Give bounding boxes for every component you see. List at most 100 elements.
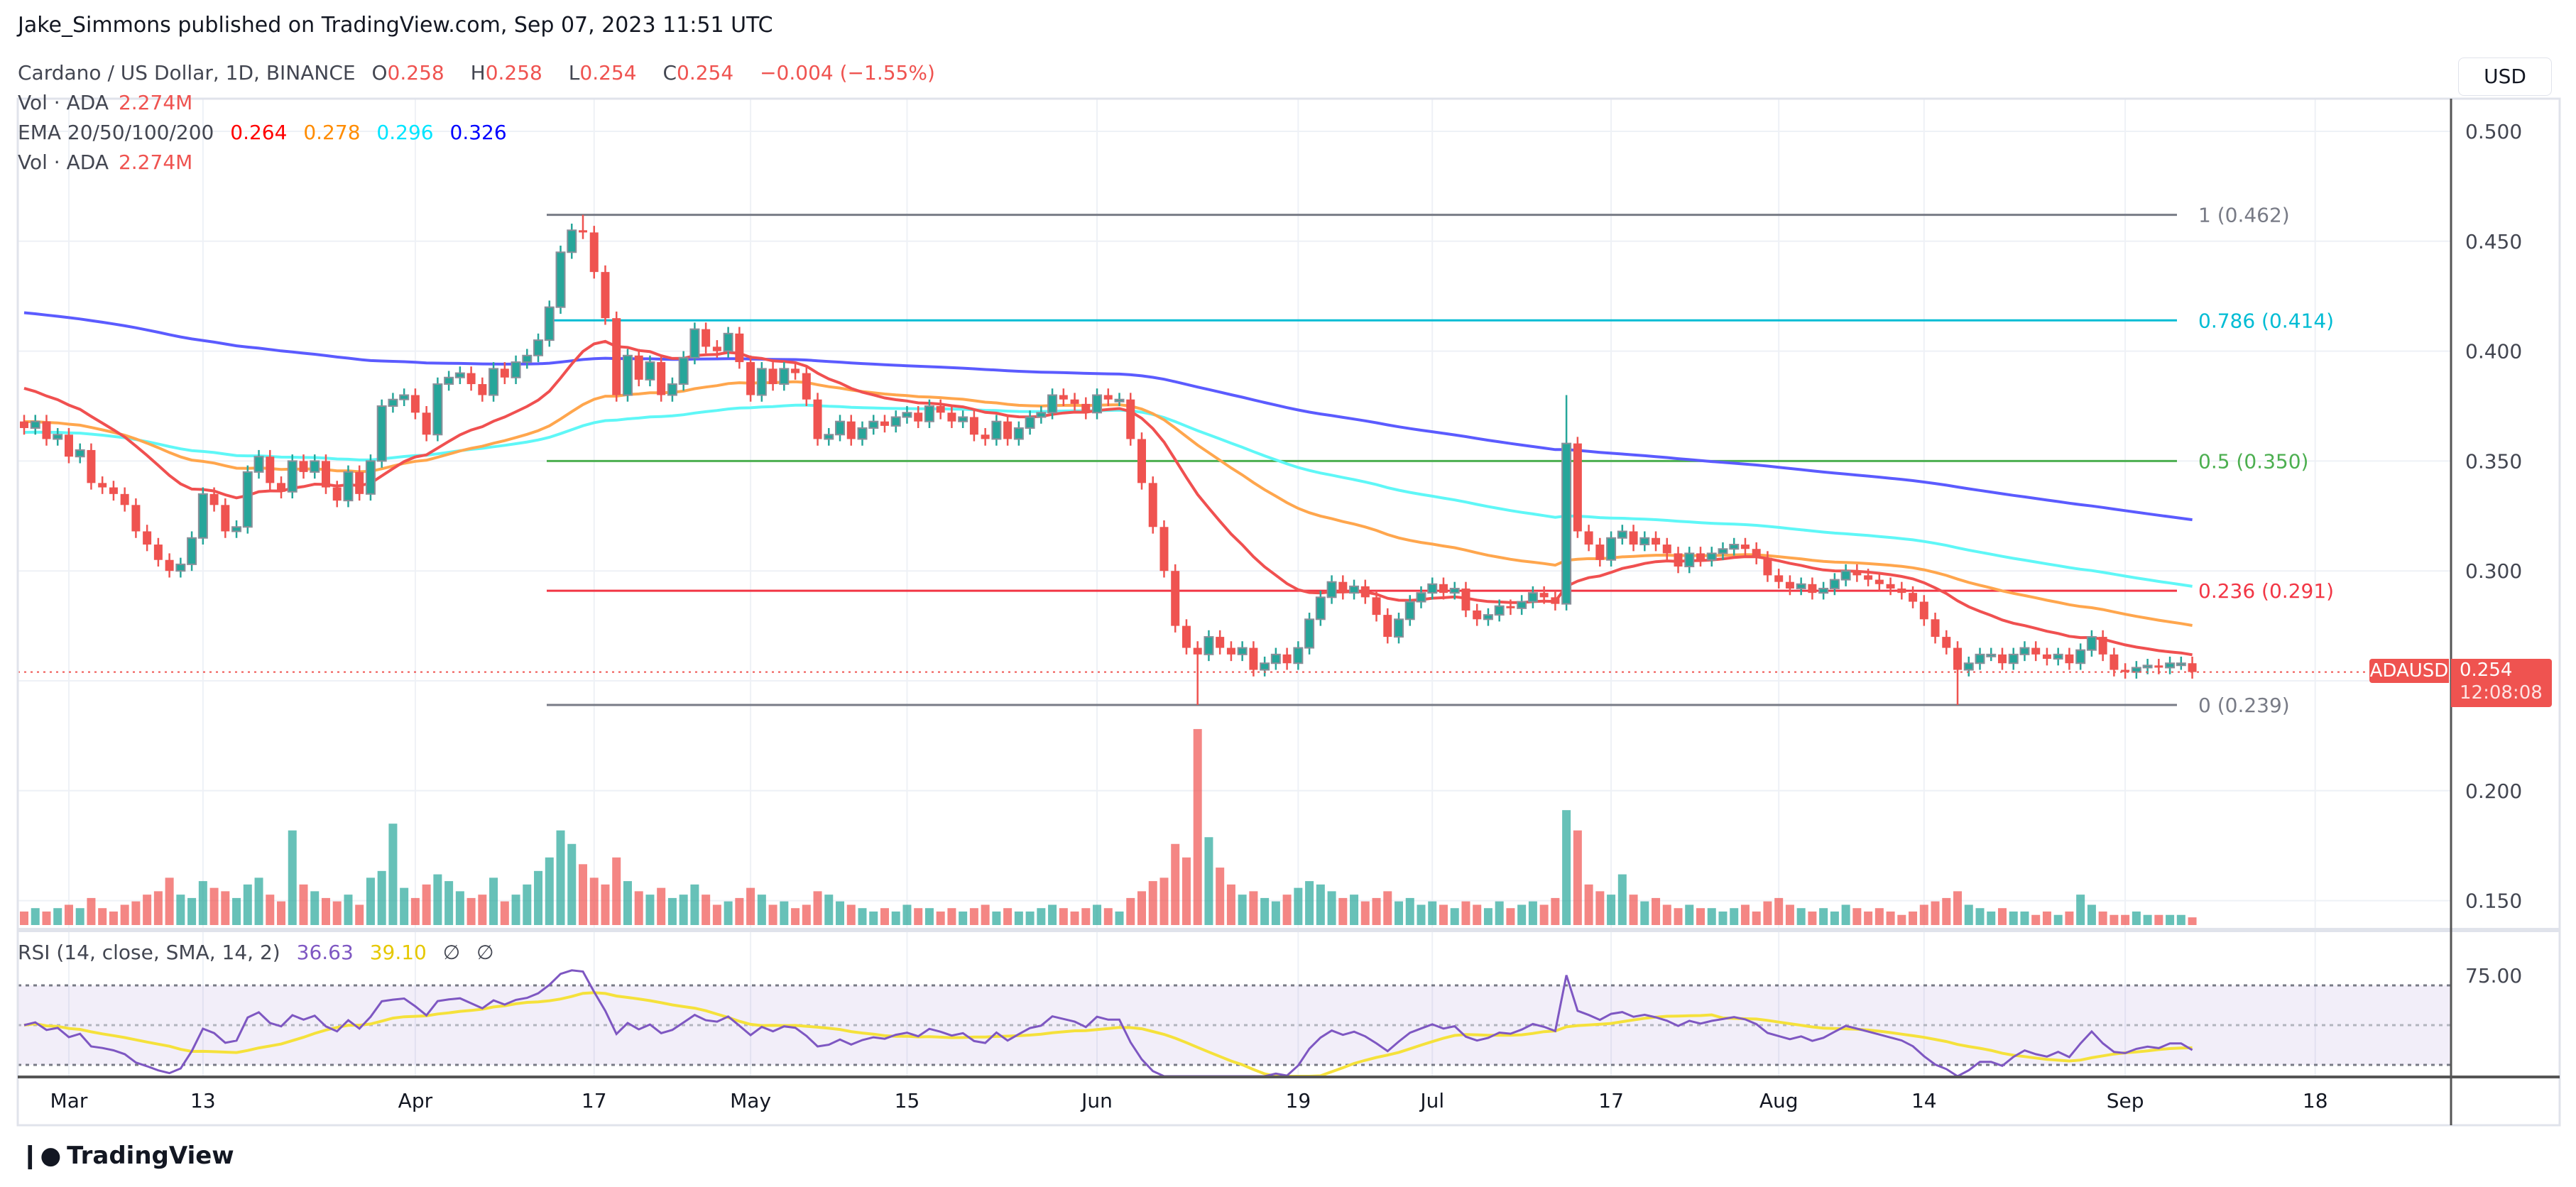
volume-bar [2132,911,2141,925]
volume-bar [64,904,73,925]
candle-body [165,559,174,571]
volume-legend: Vol · ADA 2.274M [18,91,202,114]
candle-body [1551,597,1560,604]
volume-bar [1718,911,1728,925]
candle-body [1494,605,1505,616]
candle-body [1103,395,1113,400]
volume-bar [455,891,464,925]
candle-body [422,412,431,435]
volume-bar [176,895,185,925]
volume-bar [1607,895,1616,925]
volume-bars [20,728,2197,925]
currency-button[interactable]: USD [2458,58,2552,96]
price-axis-label: 0.400 [2465,340,2522,363]
volume-bar [2065,911,2074,925]
candle-body [75,449,85,458]
volume-bar [53,908,62,925]
candle-body [902,412,912,418]
candle-body [735,333,744,363]
volume-bar [1730,908,1739,925]
candle-body [589,232,599,273]
volume-bar [120,904,129,925]
fibonacci-retracement[interactable]: 1 (0.462) 0.786 (0.414) 0.5 (0.350) 0.236 (… [547,204,2334,717]
candle-body [1539,593,1549,598]
time-axis-label: 19 [1286,1089,1311,1112]
candle-body [1137,439,1146,483]
candle-body [1483,614,1493,620]
candle-body [1249,647,1258,670]
candle-body [958,416,968,422]
candle-body [2098,637,2107,655]
volume-bar [2076,895,2085,925]
volume-bar [466,897,476,925]
volume-bar [924,908,934,925]
candle-body [890,416,901,427]
candle-body [622,354,633,396]
candle-body [64,434,73,457]
volume-bar [1495,901,1504,925]
candle-body [1216,637,1225,648]
volume-bar [992,911,1001,925]
candle-body [1617,530,1627,539]
time-axis-label: Apr [398,1089,433,1112]
candle-body [1394,618,1404,638]
candle-body [376,405,387,462]
symbol-name[interactable]: Cardano / US Dollar, 1D, BINANCE [18,61,356,84]
volume-bar [902,904,912,925]
candle-body [489,368,499,396]
volume-bar [266,895,275,925]
candle-body [1696,553,1705,560]
candle-body [1796,583,1806,589]
volume-bar [1551,897,1560,925]
volume-label-2[interactable]: Vol · ADA [18,151,109,174]
open-value: 0.258 [387,61,444,84]
rsi-line [23,969,2193,1078]
candle-body [791,368,800,373]
volume-bar [355,904,364,925]
candle-body [813,399,822,439]
volume-bar [511,895,520,925]
time-axis-label: 14 [1911,1089,1937,1112]
price-axis-label: 0.200 [2465,780,2522,803]
candle-body [1909,593,1918,602]
candle-body [87,449,96,483]
candle-body [1226,647,1235,655]
time-axis-label: Aug [1759,1089,1799,1112]
volume-bar [2042,911,2051,925]
volume-bar [1942,897,1951,925]
volume-bar [1852,908,1862,925]
candle-body [1785,581,1794,589]
candle-body [1606,537,1617,561]
volume-bar [824,895,834,925]
volume-bar [2031,914,2041,925]
candle-body [2031,647,2041,655]
volume-bar [802,904,811,925]
volume-bar [1025,911,1035,925]
candle-body [880,421,889,426]
volume-bar [1808,911,1817,925]
volume-bar [153,891,163,925]
rsi-label[interactable]: RSI (14, close, SMA, 14, 2) [18,941,280,964]
candle-body [2131,667,2141,673]
volume-bar [1573,830,1582,925]
tradingview-footer[interactable]: ❙● TradingView [20,1142,234,1170]
rsi-band-fill [18,985,2451,1065]
candle-body [343,471,354,502]
volume-bar [1819,908,1828,925]
ema50-value: 0.278 [303,121,361,144]
candle-body [1674,553,1683,567]
candle-body [1963,662,1974,671]
volume-bar [1517,904,1527,925]
ema-label[interactable]: EMA 20/50/100/200 [18,121,214,144]
candle-body [1718,548,1728,554]
volume-bar [377,870,386,925]
volume-label[interactable]: Vol · ADA [18,91,109,114]
volume-bar [1159,877,1169,925]
volume-bar [1919,904,1928,925]
candle-body [500,368,509,378]
price-axis-label: 0.500 [2465,120,2522,143]
candle-body [1383,615,1392,638]
candle-body [1584,531,1593,545]
volume-bar [310,891,320,925]
